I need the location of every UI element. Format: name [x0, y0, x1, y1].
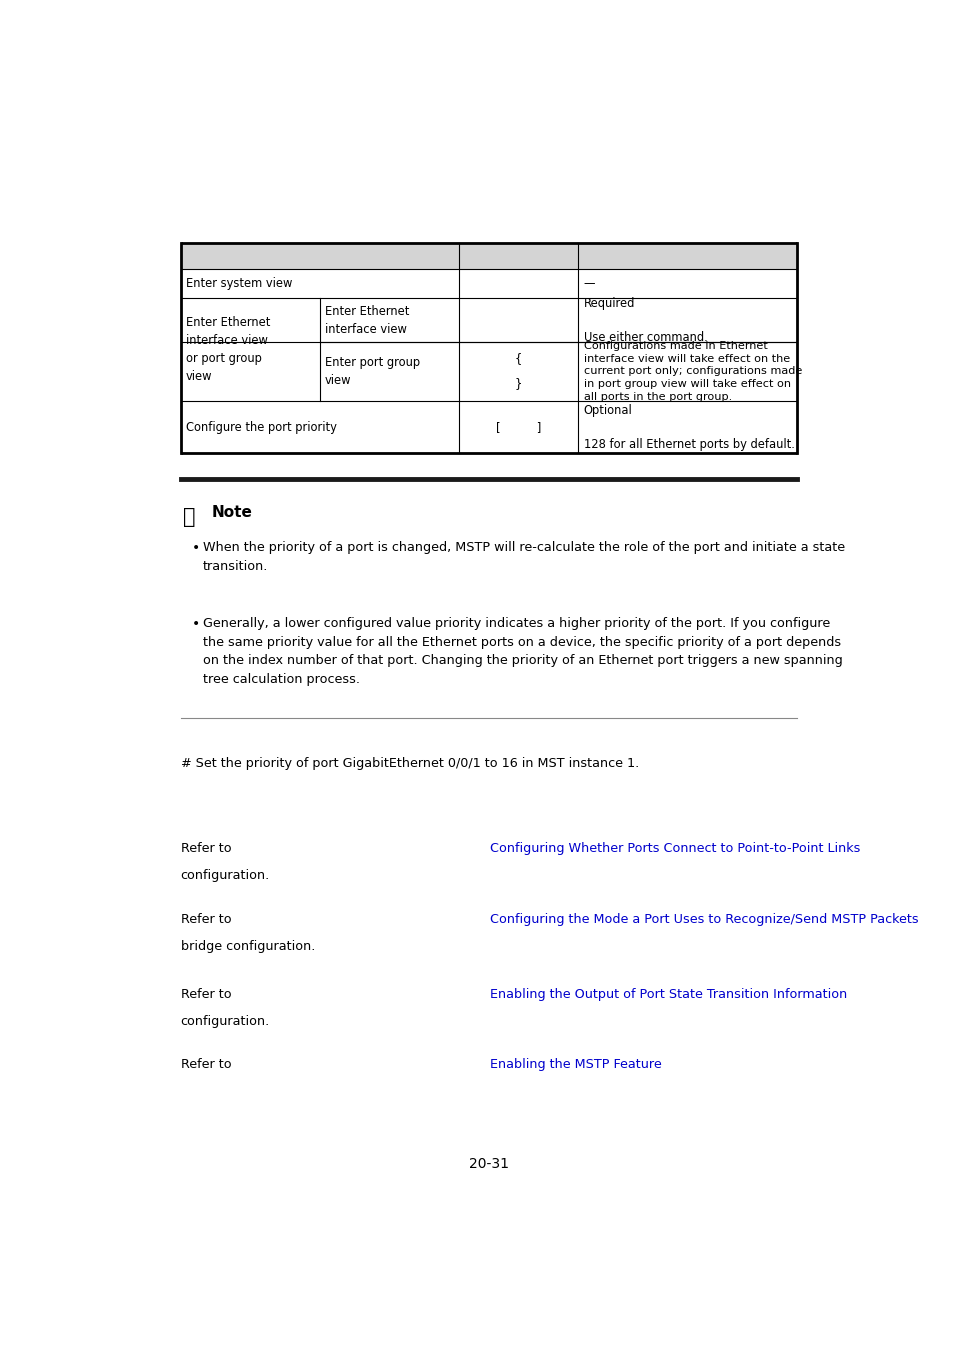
Text: Enabling the MSTP Feature: Enabling the MSTP Feature — [489, 1058, 660, 1071]
Text: configuration.: configuration. — [180, 1015, 270, 1029]
Text: Refer to: Refer to — [180, 913, 235, 926]
Text: Optional

128 for all Ethernet ports by default.: Optional 128 for all Ethernet ports by d… — [583, 404, 794, 451]
Text: Enter port group
view: Enter port group view — [324, 356, 419, 387]
Text: Required

Use either command.: Required Use either command. — [583, 297, 706, 343]
Text: Enter Ethernet
interface view
or port group
view: Enter Ethernet interface view or port gr… — [186, 316, 270, 383]
Text: Configuring the Mode a Port Uses to Recognize/Send MSTP Packets: Configuring the Mode a Port Uses to Reco… — [489, 913, 918, 926]
Text: [          ]: [ ] — [496, 421, 540, 433]
Text: Refer to: Refer to — [180, 1058, 235, 1071]
Text: 20-31: 20-31 — [469, 1157, 508, 1170]
Text: Configurations made in Ethernet
interface view will take effect on the
current p: Configurations made in Ethernet interfac… — [583, 342, 801, 401]
Text: configuration.: configuration. — [180, 869, 270, 882]
Text: # Set the priority of port GigabitEthernet 0/0/1 to 16 in MST instance 1.: # Set the priority of port GigabitEthern… — [180, 756, 639, 770]
Text: {: { — [515, 352, 521, 366]
Text: Configure the port priority: Configure the port priority — [186, 421, 336, 433]
Text: Enter system view: Enter system view — [186, 277, 292, 290]
Text: •: • — [192, 541, 200, 555]
Text: Enter Ethernet
interface view: Enter Ethernet interface view — [324, 305, 409, 336]
Text: —: — — [583, 277, 595, 290]
Text: Refer to: Refer to — [180, 842, 235, 855]
Text: Enabling the Output of Port State Transition Information: Enabling the Output of Port State Transi… — [489, 988, 846, 1002]
Text: •: • — [192, 617, 200, 632]
Text: }: } — [515, 378, 521, 390]
Text: 📝: 📝 — [183, 508, 195, 526]
Text: Configuring Whether Ports Connect to Point-to-Point Links: Configuring Whether Ports Connect to Poi… — [489, 842, 860, 855]
Text: Generally, a lower configured value priority indicates a higher priority of the : Generally, a lower configured value prio… — [203, 617, 841, 686]
Text: Refer to: Refer to — [180, 988, 235, 1002]
Text: bridge configuration.: bridge configuration. — [180, 940, 314, 953]
Text: Note: Note — [212, 505, 253, 520]
Text: When the priority of a port is changed, MSTP will re-calculate the role of the p: When the priority of a port is changed, … — [203, 541, 844, 572]
Bar — [180, 243, 797, 269]
